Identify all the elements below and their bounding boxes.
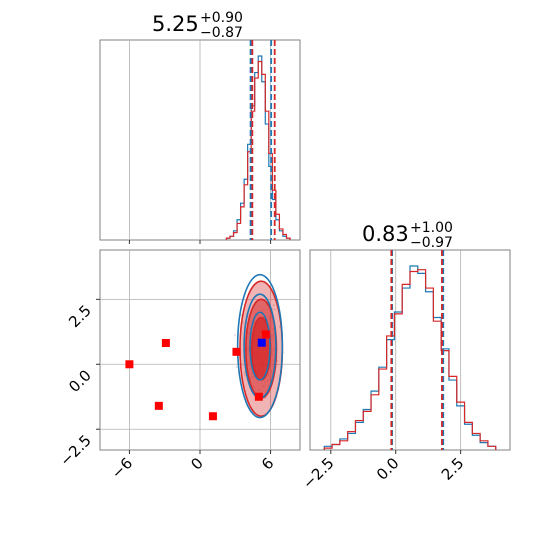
- scatter-2d-red-marker: [208, 412, 217, 421]
- scatter-2d-sample-dot: [272, 304, 275, 307]
- hist-param2-tick-label: 2.5: [438, 454, 468, 484]
- scatter-2d-x-tick-label: 0: [187, 454, 206, 473]
- hist-param2-tick-label: 0.0: [373, 454, 403, 484]
- scatter-2d-red-marker: [261, 330, 270, 339]
- scatter-2d-x-tick-label: 6: [258, 454, 277, 473]
- hist-param1-title-minus: −0.87: [200, 25, 243, 41]
- scatter-2d-sample-dot: [240, 313, 243, 316]
- scatter-2d-sample-dot: [243, 374, 246, 377]
- scatter-2d-contour-blue: [249, 311, 271, 381]
- hist-param1-ticks: [128, 240, 272, 244]
- scatter-2d-y-tick-label: 2.5: [65, 301, 95, 331]
- scatter-2d-blue-marker: [257, 338, 266, 347]
- hist-param1-series: [225, 55, 291, 240]
- scatter-2d-sample-dot: [233, 333, 236, 336]
- hist-param2-title-median: 0.83: [362, 222, 409, 246]
- scatter-2d-markers: [125, 330, 270, 421]
- hist-param1-title-plus: +0.90: [200, 10, 243, 26]
- scatter-2d-contour-blue: [236, 273, 284, 419]
- hist-param2-tick-label: −2.5: [299, 454, 337, 492]
- scatter-2d-y-tick-label: 0.0: [65, 366, 95, 396]
- hist-param2-title-plus: +1.00: [410, 220, 453, 236]
- scatter-2d-red-marker: [161, 338, 170, 347]
- scatter-2d-x-tick-label: −6: [108, 454, 136, 482]
- hist-param1-title-median: 5.25: [152, 12, 199, 36]
- scatter-2d-sample-dot: [242, 321, 245, 324]
- scatter-2d-sample-dot: [273, 308, 276, 311]
- scatter-2d-red-marker: [154, 401, 163, 410]
- scatter-2d-sample-dot: [235, 366, 238, 369]
- scatter-2d-y-tick-label: −2.5: [56, 431, 94, 469]
- scatter-2d-sample-dot: [276, 360, 279, 363]
- scatter-2d-red-marker: [232, 347, 241, 356]
- hist-param2-histogram-red: [323, 269, 497, 450]
- hist-param1-quantile-lines: [249, 40, 276, 240]
- scatter-2d-red-marker: [125, 360, 134, 369]
- scatter-2d-sample-dot: [278, 325, 281, 328]
- hist-param2-series: [323, 265, 497, 450]
- hist-param1-panel: 5.25 +0.90 −0.87: [99, 10, 301, 244]
- scatter-2d-panel: −6 0 6 −2.5 0.0 2.5: [56, 249, 301, 482]
- scatter-2d-red-marker: [254, 392, 263, 401]
- hist-param1-histogram-red: [225, 60, 291, 240]
- hist-param2-quantile-lines: [390, 250, 445, 450]
- hist-param2-title-minus: −0.97: [410, 235, 453, 251]
- scatter-2d-sample-dot: [243, 371, 246, 374]
- hist-param2-panel: −2.5 0.0 2.5 0.83 +1.00 −0.97: [299, 220, 511, 493]
- hist-param2-ticks: −2.5 0.0 2.5: [299, 450, 467, 493]
- hist-param2-grid: [330, 250, 462, 450]
